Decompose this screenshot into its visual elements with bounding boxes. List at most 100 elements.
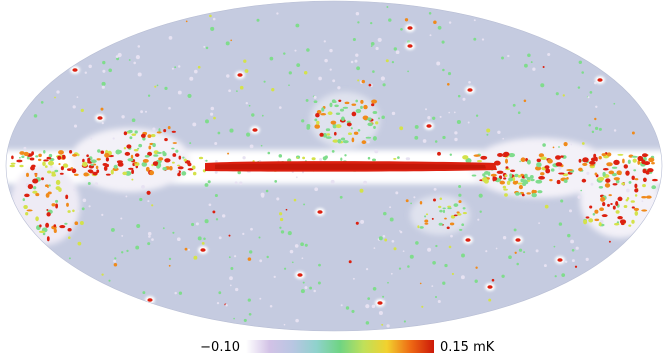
emission-knot — [540, 156, 547, 161]
sky-speckle — [209, 14, 212, 18]
emission-knot — [347, 132, 353, 135]
sky-speckle — [368, 83, 372, 87]
emission-knot — [608, 194, 612, 197]
sky-speckle — [377, 37, 382, 42]
sky-speckle — [577, 86, 581, 89]
sky-speckle — [399, 230, 403, 234]
emission-knot — [597, 176, 605, 181]
sky-speckle — [114, 257, 117, 260]
emission-knot — [627, 159, 631, 165]
emission-knot — [16, 159, 23, 163]
emission-knot — [321, 107, 325, 112]
emission-knot — [62, 154, 66, 160]
sky-speckle — [570, 239, 575, 244]
sky-speckle — [214, 142, 218, 145]
sky-speckle — [102, 60, 106, 65]
point-source — [147, 298, 153, 302]
sky-speckle — [479, 210, 482, 213]
sky-speckle — [436, 61, 441, 66]
sky-speckle — [229, 128, 234, 133]
sky-speckle — [73, 188, 76, 191]
sky-speckle — [129, 136, 133, 140]
emission-knot — [319, 157, 323, 162]
sky-speckle — [121, 115, 125, 119]
emission-knot — [45, 222, 50, 228]
emission-knot — [131, 169, 135, 174]
sky-speckle — [613, 102, 616, 105]
sky-speckle — [435, 244, 438, 248]
sky-speckle — [382, 295, 385, 298]
emission-knot — [612, 183, 618, 186]
sky-speckle — [628, 180, 632, 184]
emission-knot — [615, 200, 619, 207]
emission-knot — [595, 156, 598, 162]
sky-speckle — [594, 126, 599, 131]
emission-knot — [512, 180, 518, 185]
sky-speckle — [399, 126, 404, 131]
sky-speckle — [72, 209, 75, 213]
sky-speckle — [429, 34, 432, 37]
emission-knot — [134, 130, 138, 134]
sky-speckle — [187, 248, 191, 251]
sky-speckle — [523, 63, 528, 68]
emission-knot — [315, 113, 320, 118]
emission-knot — [490, 173, 497, 177]
sky-speckle — [495, 247, 498, 250]
sky-speckle — [391, 60, 395, 64]
point-source — [426, 124, 432, 128]
emission-knot — [21, 155, 25, 159]
sky-speckle — [213, 116, 216, 120]
sky-speckle — [437, 151, 441, 156]
emission-knot — [73, 173, 79, 176]
sky-speckle — [108, 279, 111, 282]
sky-speckle — [313, 95, 317, 99]
emission-knot — [634, 188, 639, 193]
sky-speckle — [88, 64, 92, 69]
sky-speckle — [55, 199, 59, 203]
sky-speckle — [501, 56, 504, 60]
sky-speckle — [289, 249, 294, 254]
sky-speckle — [314, 187, 319, 192]
emission-knot — [96, 169, 100, 174]
emission-knot — [566, 169, 573, 172]
emission-knot — [634, 210, 639, 216]
sky-speckle — [356, 66, 361, 71]
emission-knot — [631, 175, 635, 181]
emission-knot — [447, 207, 452, 210]
sky-speckle — [552, 146, 555, 149]
sky-speckle — [558, 146, 560, 148]
emission-knot — [51, 173, 57, 177]
emission-knot — [156, 131, 162, 134]
emission-knot — [172, 153, 177, 157]
sky-speckle — [205, 46, 209, 50]
emission-knot — [198, 156, 204, 160]
sky-speckle — [513, 228, 517, 232]
sky-speckle — [305, 98, 309, 102]
sky-speckle — [84, 71, 87, 74]
sky-speckle — [278, 154, 283, 158]
sky-speckle — [407, 70, 409, 73]
sky-speckle — [473, 19, 476, 22]
sky-speckle — [390, 272, 393, 275]
sky-speckle — [355, 53, 359, 57]
sky-speckle — [226, 74, 230, 78]
emission-knot — [35, 155, 39, 158]
sky-speckle — [585, 257, 589, 261]
sky-speckle — [278, 212, 283, 216]
sky-speckle — [340, 304, 343, 307]
sky-speckle — [410, 202, 412, 205]
emission-knot — [512, 176, 516, 182]
sky-speckle — [395, 191, 399, 195]
emission-knot — [496, 170, 504, 174]
emission-knot — [128, 129, 133, 134]
sky-speckle — [510, 192, 514, 196]
emission-knot — [550, 168, 555, 172]
emission-knot — [55, 179, 61, 185]
sky-speckle — [370, 45, 373, 47]
sky-speckle — [151, 204, 154, 207]
emission-knot — [598, 222, 602, 227]
sky-speckle — [142, 291, 146, 295]
emission-knot — [371, 103, 375, 107]
emission-knot — [66, 202, 69, 207]
emission-knot — [167, 125, 171, 130]
